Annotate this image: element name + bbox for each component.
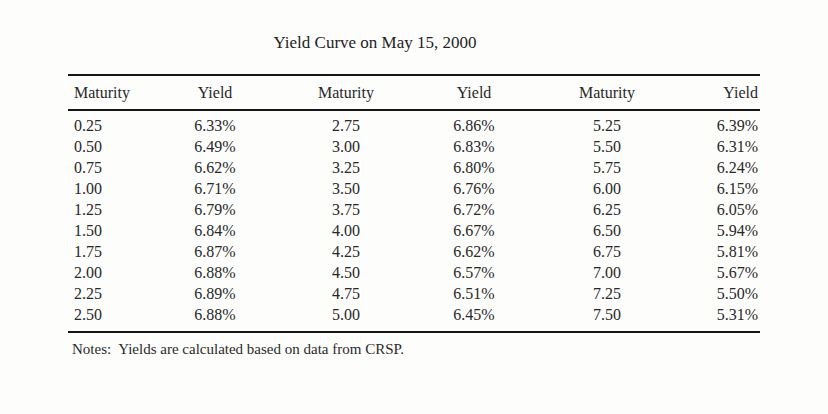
yield-cell: 6.49%	[168, 136, 262, 157]
maturity-cell: 0.75	[68, 157, 168, 178]
yield-cell: 6.79%	[168, 199, 262, 220]
table-head: Maturity Yield Maturity Yield Maturity Y…	[68, 75, 760, 110]
maturity-cell: 4.00	[262, 220, 430, 241]
yield-cell: 6.88%	[168, 304, 262, 332]
yield-cell: 5.31%	[696, 304, 760, 332]
maturity-cell: 5.00	[262, 304, 430, 332]
maturity-cell: 0.25	[68, 110, 168, 136]
table-row: 1.256.79%3.756.72%6.256.05%	[68, 199, 760, 220]
yield-cell: 6.15%	[696, 178, 760, 199]
maturity-cell: 2.50	[68, 304, 168, 332]
yield-cell: 6.57%	[430, 262, 518, 283]
yield-cell: 6.45%	[430, 304, 518, 332]
yield-cell: 6.67%	[430, 220, 518, 241]
table-body: 0.256.33%2.756.86%5.256.39%0.506.49%3.00…	[68, 110, 760, 332]
table-row: 1.756.87%4.256.62%6.755.81%	[68, 241, 760, 262]
table-row: 1.006.71%3.506.76%6.006.15%	[68, 178, 760, 199]
yield-cell: 6.88%	[168, 262, 262, 283]
table-row: 2.256.89%4.756.51%7.255.50%	[68, 283, 760, 304]
maturity-cell: 0.50	[68, 136, 168, 157]
table-row: 0.506.49%3.006.83%5.506.31%	[68, 136, 760, 157]
maturity-cell: 3.00	[262, 136, 430, 157]
maturity-cell: 2.25	[68, 283, 168, 304]
notes-text: Yields are calculated based on data from…	[118, 341, 404, 357]
maturity-cell: 4.75	[262, 283, 430, 304]
yield-cell: 5.50%	[696, 283, 760, 304]
yield-cell: 6.87%	[168, 241, 262, 262]
maturity-cell: 3.50	[262, 178, 430, 199]
yield-cell: 5.94%	[696, 220, 760, 241]
header-yield-1: Yield	[168, 75, 262, 110]
table-row: 2.006.88%4.506.57%7.005.67%	[68, 262, 760, 283]
maturity-cell: 7.25	[518, 283, 696, 304]
yield-cell: 6.33%	[168, 110, 262, 136]
maturity-cell: 6.25	[518, 199, 696, 220]
yield-cell: 6.80%	[430, 157, 518, 178]
maturity-cell: 6.00	[518, 178, 696, 199]
maturity-cell: 1.75	[68, 241, 168, 262]
yield-cell: 5.81%	[696, 241, 760, 262]
table-row: 0.256.33%2.756.86%5.256.39%	[68, 110, 760, 136]
header-row: Maturity Yield Maturity Yield Maturity Y…	[68, 75, 760, 110]
maturity-cell: 3.25	[262, 157, 430, 178]
maturity-cell: 6.50	[518, 220, 696, 241]
yield-cell: 6.05%	[696, 199, 760, 220]
table-title: Yield Curve on May 15, 2000	[0, 33, 750, 53]
maturity-cell: 2.75	[262, 110, 430, 136]
yield-cell: 6.89%	[168, 283, 262, 304]
header-yield-3: Yield	[696, 75, 760, 110]
yield-cell: 6.76%	[430, 178, 518, 199]
maturity-cell: 5.75	[518, 157, 696, 178]
header-maturity-1: Maturity	[68, 75, 168, 110]
table-row: 0.756.62%3.256.80%5.756.24%	[68, 157, 760, 178]
yield-cell: 6.83%	[430, 136, 518, 157]
table-row: 1.506.84%4.006.67%6.505.94%	[68, 220, 760, 241]
yield-cell: 6.31%	[696, 136, 760, 157]
maturity-cell: 1.50	[68, 220, 168, 241]
yield-cell: 5.67%	[696, 262, 760, 283]
maturity-cell: 7.00	[518, 262, 696, 283]
yield-cell: 6.72%	[430, 199, 518, 220]
maturity-cell: 3.75	[262, 199, 430, 220]
maturity-cell: 2.00	[68, 262, 168, 283]
yield-cell: 6.86%	[430, 110, 518, 136]
notes-label: Notes:	[72, 341, 111, 357]
maturity-cell: 6.75	[518, 241, 696, 262]
maturity-cell: 7.50	[518, 304, 696, 332]
yield-curve-table: Maturity Yield Maturity Yield Maturity Y…	[68, 74, 760, 333]
yield-cell: 6.71%	[168, 178, 262, 199]
yield-cell: 6.39%	[696, 110, 760, 136]
maturity-cell: 4.50	[262, 262, 430, 283]
maturity-cell: 1.25	[68, 199, 168, 220]
maturity-cell: 4.25	[262, 241, 430, 262]
maturity-cell: 5.50	[518, 136, 696, 157]
paper-table-page: Yield Curve on May 15, 2000 Maturity Yie…	[0, 0, 828, 414]
yield-cell: 6.84%	[168, 220, 262, 241]
yield-cell: 6.51%	[430, 283, 518, 304]
header-maturity-3: Maturity	[518, 75, 696, 110]
yield-cell: 6.62%	[168, 157, 262, 178]
table-row: 2.506.88%5.006.45%7.505.31%	[68, 304, 760, 332]
table-notes: Notes: Yields are calculated based on dat…	[72, 340, 404, 358]
maturity-cell: 5.25	[518, 110, 696, 136]
yield-cell: 6.62%	[430, 241, 518, 262]
maturity-cell: 1.00	[68, 178, 168, 199]
header-maturity-2: Maturity	[262, 75, 430, 110]
header-yield-2: Yield	[430, 75, 518, 110]
yield-cell: 6.24%	[696, 157, 760, 178]
